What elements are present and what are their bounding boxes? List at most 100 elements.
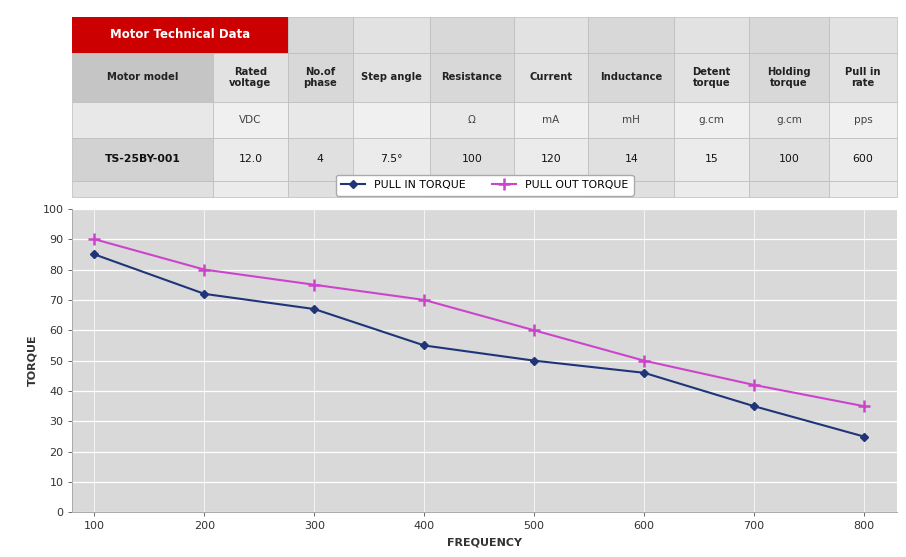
Text: 600: 600 xyxy=(853,154,873,164)
Text: Motor model: Motor model xyxy=(107,72,178,82)
Bar xyxy=(674,53,749,102)
PULL IN TORQUE xyxy=(748,403,759,409)
Bar xyxy=(430,17,514,53)
Bar xyxy=(430,138,514,181)
Bar xyxy=(213,53,288,102)
PULL OUT TORQUE xyxy=(748,382,759,388)
Y-axis label: TORQUE: TORQUE xyxy=(27,335,37,387)
Bar xyxy=(514,53,588,102)
Bar xyxy=(588,102,674,138)
Text: Current: Current xyxy=(529,72,573,82)
Text: 14: 14 xyxy=(624,154,638,164)
Text: 120: 120 xyxy=(541,154,562,164)
PULL OUT TORQUE xyxy=(89,236,100,242)
Bar xyxy=(514,17,588,53)
Bar xyxy=(213,102,288,138)
Text: 4: 4 xyxy=(317,154,323,164)
Text: Motor Technical Data: Motor Technical Data xyxy=(110,28,250,41)
Bar xyxy=(829,138,897,181)
Bar xyxy=(588,181,674,197)
Bar xyxy=(288,181,353,197)
Bar xyxy=(674,181,749,197)
Bar xyxy=(588,53,674,102)
PULL OUT TORQUE xyxy=(199,266,210,273)
Text: Ω: Ω xyxy=(468,115,476,125)
Legend: PULL IN TORQUE, PULL OUT TORQUE: PULL IN TORQUE, PULL OUT TORQUE xyxy=(336,175,633,196)
PULL IN TORQUE xyxy=(529,357,540,364)
Text: 12.0: 12.0 xyxy=(238,154,263,164)
Bar xyxy=(72,17,288,53)
Bar xyxy=(749,181,829,197)
Text: Resistance: Resistance xyxy=(441,72,503,82)
PULL IN TORQUE xyxy=(419,342,429,349)
PULL IN TORQUE xyxy=(199,291,210,297)
Line: PULL IN TORQUE: PULL IN TORQUE xyxy=(92,251,867,439)
Line: PULL OUT TORQUE: PULL OUT TORQUE xyxy=(89,234,870,412)
Text: Pull in
rate: Pull in rate xyxy=(845,67,881,88)
Bar xyxy=(353,17,430,53)
Bar xyxy=(829,53,897,102)
Bar xyxy=(749,17,829,53)
Bar xyxy=(288,102,353,138)
Bar xyxy=(749,138,829,181)
Bar xyxy=(430,102,514,138)
Bar xyxy=(829,102,897,138)
Bar xyxy=(288,138,353,181)
Bar xyxy=(72,53,213,102)
Bar xyxy=(72,181,213,197)
Text: Step angle: Step angle xyxy=(361,72,422,82)
Bar xyxy=(514,181,588,197)
Bar xyxy=(674,102,749,138)
Text: Holding
torque: Holding torque xyxy=(767,67,811,88)
PULL OUT TORQUE xyxy=(859,403,870,409)
Bar xyxy=(674,17,749,53)
Bar xyxy=(514,138,588,181)
Bar xyxy=(829,181,897,197)
Bar xyxy=(430,181,514,197)
PULL OUT TORQUE xyxy=(639,357,650,364)
Bar xyxy=(288,17,353,53)
PULL OUT TORQUE xyxy=(529,327,540,334)
PULL IN TORQUE xyxy=(859,433,870,440)
Text: Rated
voltage: Rated voltage xyxy=(229,67,272,88)
Bar xyxy=(353,181,430,197)
Bar xyxy=(213,17,288,53)
Text: mH: mH xyxy=(622,115,641,125)
Text: VDC: VDC xyxy=(239,115,262,125)
Bar xyxy=(288,53,353,102)
Text: g.cm: g.cm xyxy=(776,115,802,125)
Text: g.cm: g.cm xyxy=(699,115,725,125)
Bar xyxy=(353,53,430,102)
Bar xyxy=(353,138,430,181)
Bar xyxy=(749,102,829,138)
PULL IN TORQUE xyxy=(89,251,100,258)
Text: 100: 100 xyxy=(778,154,799,164)
Bar xyxy=(72,138,213,181)
Text: 15: 15 xyxy=(705,154,718,164)
Bar xyxy=(514,102,588,138)
Text: pps: pps xyxy=(853,115,872,125)
Bar xyxy=(749,53,829,102)
PULL IN TORQUE xyxy=(309,306,320,312)
Text: 100: 100 xyxy=(461,154,482,164)
Bar xyxy=(674,138,749,181)
Text: TS-25BY-001: TS-25BY-001 xyxy=(105,154,181,164)
Bar xyxy=(588,17,674,53)
Bar xyxy=(588,138,674,181)
PULL OUT TORQUE xyxy=(309,281,320,288)
X-axis label: FREQUENCY: FREQUENCY xyxy=(448,537,522,547)
Bar xyxy=(72,102,213,138)
Bar xyxy=(213,138,288,181)
Text: Detent
torque: Detent torque xyxy=(692,67,731,88)
Bar xyxy=(430,53,514,102)
Text: mA: mA xyxy=(543,115,560,125)
PULL IN TORQUE xyxy=(639,369,650,376)
Text: 7.5°: 7.5° xyxy=(381,154,403,164)
Bar xyxy=(72,17,213,53)
Bar xyxy=(353,102,430,138)
Bar xyxy=(829,17,897,53)
PULL OUT TORQUE xyxy=(419,296,429,303)
Text: Inductance: Inductance xyxy=(601,72,662,82)
Text: No.of
phase: No.of phase xyxy=(304,67,337,88)
Bar xyxy=(213,181,288,197)
